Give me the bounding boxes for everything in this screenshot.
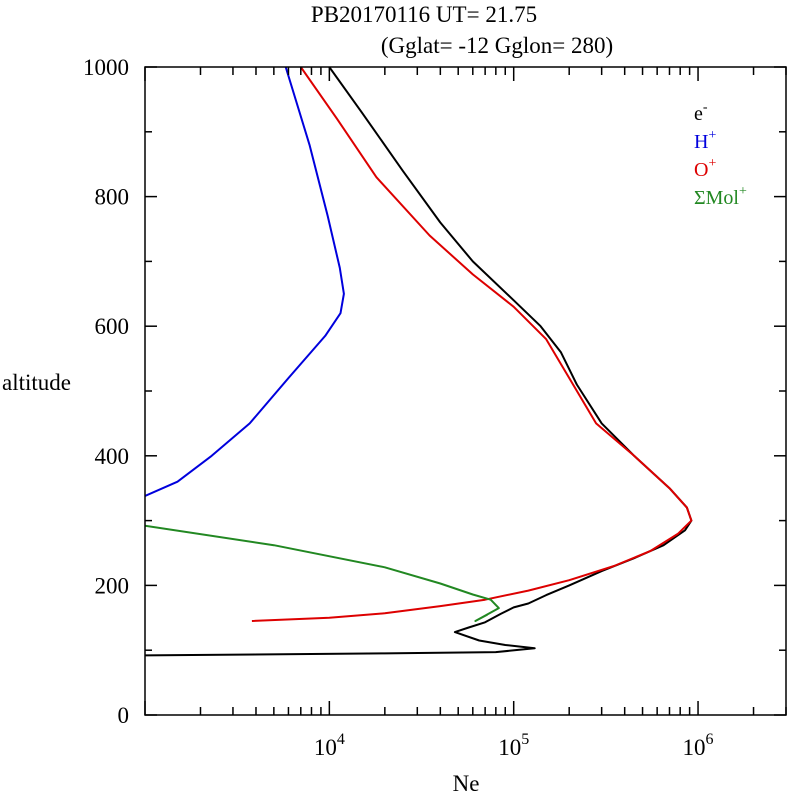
legend: e-H+O+ΣMol+ bbox=[694, 100, 747, 209]
legend-superscript: - bbox=[703, 100, 708, 115]
x-tick-base: 10 bbox=[498, 735, 521, 760]
chart-subtitle: (Gglat= -12 Gglon= 280) bbox=[381, 33, 613, 58]
x-axis-label: Ne bbox=[453, 771, 480, 796]
series-layer bbox=[145, 67, 693, 657]
legend-entry: ΣMol+ bbox=[694, 184, 747, 209]
chart-title: PB20170116 UT= 21.75 bbox=[311, 2, 537, 27]
x-tick-exponent: 6 bbox=[706, 731, 714, 748]
legend-label: H bbox=[694, 131, 708, 153]
series-line-3 bbox=[145, 524, 500, 622]
y-tick-label: 800 bbox=[95, 185, 130, 210]
y-tick-label: 1000 bbox=[83, 55, 129, 80]
y-axis-ticks: 0 200 400 600 800 1000 bbox=[83, 55, 786, 728]
x-tick-base: 10 bbox=[683, 735, 706, 760]
y-tick-label: 200 bbox=[95, 573, 130, 598]
x-tick-label: 106 bbox=[683, 731, 714, 760]
x-tick-label: 104 bbox=[314, 731, 345, 760]
legend-superscript: + bbox=[708, 128, 716, 143]
y-tick-label: 600 bbox=[95, 314, 130, 339]
legend-entry: e- bbox=[694, 100, 708, 125]
legend-label: e bbox=[694, 103, 703, 125]
y-tick-label: 400 bbox=[95, 444, 130, 469]
x-tick-label: 105 bbox=[498, 731, 529, 760]
legend-entry: H+ bbox=[694, 128, 716, 153]
x-tick-exponent: 4 bbox=[337, 731, 345, 748]
plot-frame bbox=[144, 66, 787, 716]
legend-superscript: + bbox=[739, 184, 747, 199]
legend-superscript: + bbox=[708, 156, 716, 171]
legend-entry: O+ bbox=[694, 156, 716, 181]
legend-label: ΣMol bbox=[694, 187, 739, 209]
legend-label: O bbox=[694, 159, 708, 181]
x-axis-ticks: 104 105 106 bbox=[144, 67, 787, 760]
y-tick-label: 0 bbox=[118, 703, 130, 728]
series-line-1 bbox=[145, 67, 345, 497]
x-tick-exponent: 5 bbox=[521, 731, 529, 748]
x-tick-base: 10 bbox=[314, 735, 337, 760]
y-axis-label: altitude bbox=[2, 370, 71, 395]
series-line-2 bbox=[251, 67, 693, 622]
